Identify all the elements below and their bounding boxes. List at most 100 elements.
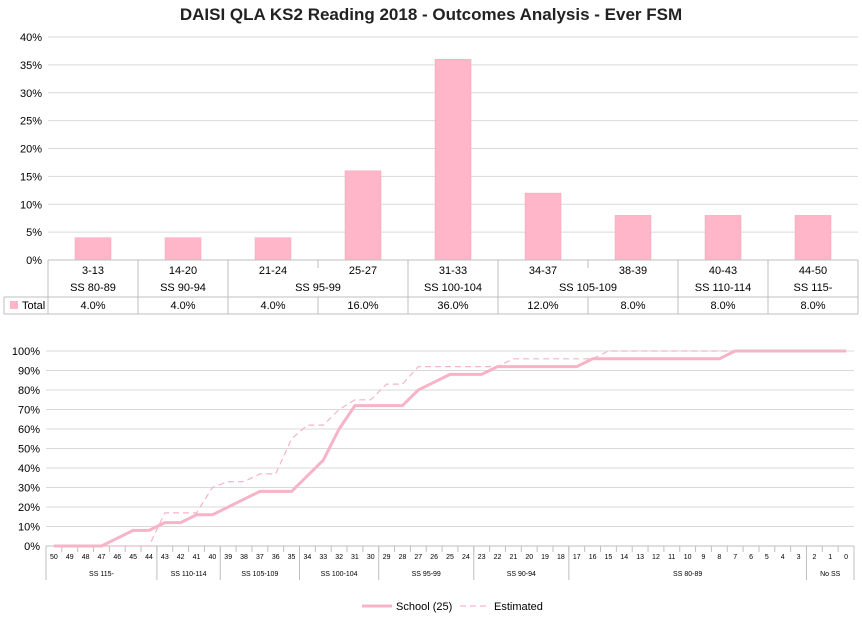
line-y-tick-label: 100% xyxy=(12,346,40,358)
line-group-label: No SS xyxy=(820,571,841,578)
bar-data-label: 8.0% xyxy=(710,300,735,312)
bar-y-tick-label: 20% xyxy=(20,144,42,156)
line-x-tick-label: 50 xyxy=(50,554,58,561)
line-x-tick-label: 45 xyxy=(129,554,137,561)
bar xyxy=(164,237,202,261)
line-x-tick-label: 9 xyxy=(702,554,706,561)
bar-category-label: 34-37 xyxy=(529,265,557,277)
bar-data-label: 12.0% xyxy=(527,300,558,312)
line-x-tick-label: 39 xyxy=(224,554,232,561)
bar xyxy=(524,192,562,261)
line-group-label: SS 115- xyxy=(89,571,114,578)
line-x-tick-label: 25 xyxy=(446,554,454,561)
line-x-tick-label: 38 xyxy=(240,554,248,561)
line-x-tick-label: 43 xyxy=(161,554,169,561)
line-x-tick-label: 27 xyxy=(414,554,422,561)
line-group-label: SS 80-89 xyxy=(673,571,702,578)
line-x-tick-label: 21 xyxy=(509,554,517,561)
bar-category-label: 3-13 xyxy=(82,265,104,277)
bar-group-label: SS 90-94 xyxy=(160,282,206,294)
legend-estimated-label: Estimated xyxy=(494,601,543,613)
line-x-tick-label: 48 xyxy=(82,554,90,561)
line-x-tick-label: 8 xyxy=(717,554,721,561)
bar-category-label: 38-39 xyxy=(619,265,647,277)
bar-legend-label: Total xyxy=(22,300,45,312)
line-x-tick-label: 28 xyxy=(399,554,407,561)
bar-group-label: SS 80-89 xyxy=(70,282,116,294)
bar-y-tick-label: 35% xyxy=(20,60,42,72)
line-group-label: SS 95-99 xyxy=(412,571,441,578)
line-group-label: SS 100-104 xyxy=(321,571,358,578)
school-series-line xyxy=(53,349,847,548)
line-x-tick-label: 42 xyxy=(177,554,185,561)
line-x-tick-label: 36 xyxy=(272,554,280,561)
line-x-tick-label: 26 xyxy=(430,554,438,561)
estimated-series-line xyxy=(53,350,847,547)
line-x-tick-label: 49 xyxy=(66,554,74,561)
line-x-tick-label: 15 xyxy=(605,554,613,561)
line-x-tick-label: 12 xyxy=(652,554,660,561)
line-y-tick-label: 60% xyxy=(18,424,40,436)
line-x-tick-label: 31 xyxy=(351,554,359,561)
bar-group-label: SS 110-114 xyxy=(695,282,751,294)
bar-group-label: SS 95-99 xyxy=(295,282,341,294)
line-y-tick-label: 80% xyxy=(18,385,40,397)
line-x-tick-label: 14 xyxy=(620,554,628,561)
chart-title: DAISI QLA KS2 Reading 2018 - Outcomes An… xyxy=(179,5,683,24)
line-x-tick-label: 22 xyxy=(494,554,502,561)
bar-data-label: 16.0% xyxy=(347,300,378,312)
bar-data-label: 8.0% xyxy=(620,300,645,312)
line-x-tick-label: 7 xyxy=(733,554,737,561)
bar-category-label: 31-33 xyxy=(439,265,467,277)
bar-category-label: 44-50 xyxy=(799,265,827,277)
bar-data-label: 4.0% xyxy=(80,300,105,312)
line-y-tick-label: 70% xyxy=(18,405,40,417)
legend-school-label: School (25) xyxy=(396,601,452,613)
bar-data-label: 4.0% xyxy=(170,300,195,312)
line-x-tick-label: 0 xyxy=(844,554,848,561)
line-x-tick-label: 41 xyxy=(193,554,201,561)
bar-category-label: 40-43 xyxy=(709,265,737,277)
line-y-tick-label: 30% xyxy=(18,483,40,495)
line-x-tick-label: 19 xyxy=(541,554,549,561)
line-x-tick-label: 47 xyxy=(98,554,106,561)
line-y-tick-label: 90% xyxy=(18,366,40,378)
line-group-label: SS 105-109 xyxy=(241,571,278,578)
line-x-tick-label: 10 xyxy=(684,554,692,561)
line-x-tick-label: 30 xyxy=(367,554,375,561)
bar-data-label: 4.0% xyxy=(260,300,285,312)
bar-y-tick-label: 40% xyxy=(20,32,42,44)
line-x-tick-label: 35 xyxy=(288,554,296,561)
line-x-tick-label: 1 xyxy=(828,554,832,561)
bar-legend-swatch xyxy=(10,301,18,309)
line-x-tick-label: 32 xyxy=(335,554,343,561)
line-group-label: SS 90-94 xyxy=(507,571,536,578)
line-x-tick-label: 44 xyxy=(145,554,153,561)
line-x-tick-label: 16 xyxy=(589,554,597,561)
bar xyxy=(254,237,292,261)
bar-y-tick-label: 25% xyxy=(20,116,42,128)
line-x-tick-label: 13 xyxy=(636,554,644,561)
line-y-tick-label: 20% xyxy=(18,502,40,514)
line-x-tick-label: 34 xyxy=(304,554,312,561)
line-y-tick-label: 50% xyxy=(18,444,40,456)
bar-y-tick-label: 15% xyxy=(20,171,42,183)
bar xyxy=(434,59,472,261)
bar-data-label: 36.0% xyxy=(437,300,468,312)
line-x-tick-label: 3 xyxy=(797,554,801,561)
bar xyxy=(74,237,112,261)
bar-y-tick-label: 10% xyxy=(20,199,42,211)
line-group-label: SS 110-114 xyxy=(171,571,207,578)
line-x-tick-label: 37 xyxy=(256,554,264,561)
bar-category-label: 14-20 xyxy=(169,265,197,277)
line-x-tick-label: 29 xyxy=(383,554,391,561)
bar-category-label: 25-27 xyxy=(349,265,377,277)
line-x-tick-label: 4 xyxy=(781,554,785,561)
bar-y-tick-label: 0% xyxy=(26,255,42,267)
line-x-tick-label: 2 xyxy=(812,554,816,561)
line-x-tick-label: 33 xyxy=(319,554,327,561)
bar-y-tick-label: 5% xyxy=(26,227,42,239)
line-x-tick-label: 23 xyxy=(478,554,486,561)
line-x-tick-label: 24 xyxy=(462,554,470,561)
